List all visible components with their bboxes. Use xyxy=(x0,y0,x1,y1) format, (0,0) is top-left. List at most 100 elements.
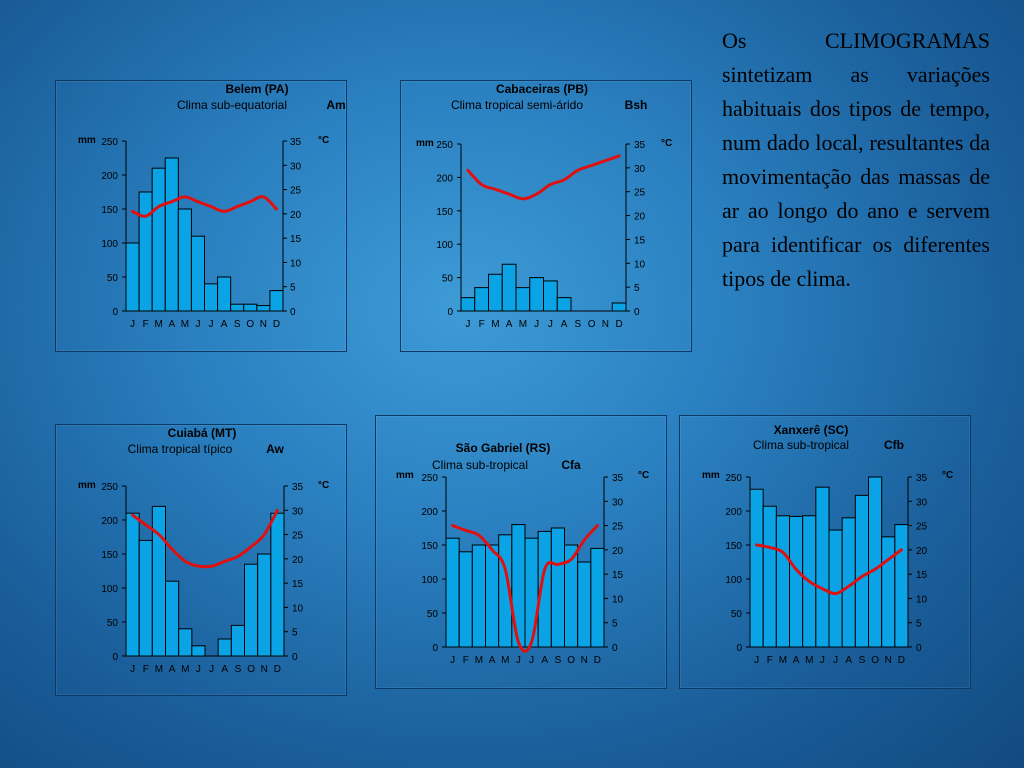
month-label: O xyxy=(246,319,254,330)
precip-bar xyxy=(217,276,232,312)
precip-bar xyxy=(256,305,271,312)
right-tick-label: 30 xyxy=(634,164,646,175)
month-label: J xyxy=(548,319,553,330)
right-tick-label: 20 xyxy=(290,210,302,221)
month-label: F xyxy=(143,664,149,675)
month-label: D xyxy=(616,319,623,330)
month-label: J xyxy=(534,319,539,330)
chart-title: Cuiabá (MT) xyxy=(168,426,237,440)
temperature-line xyxy=(755,543,903,596)
month-label: J xyxy=(754,655,759,666)
precip-bar xyxy=(762,505,777,648)
climate-code: Aw xyxy=(266,442,284,456)
right-tick-label: 25 xyxy=(634,188,646,199)
month-label: M xyxy=(805,655,813,666)
left-tick-label: 150 xyxy=(101,550,118,561)
right-tick-label: 5 xyxy=(916,619,922,630)
month-label: A xyxy=(845,655,852,666)
climate-code: Bsh xyxy=(625,98,648,112)
right-tick-label: 25 xyxy=(916,522,928,533)
month-label: M xyxy=(491,319,499,330)
right-tick-label: 0 xyxy=(612,643,618,654)
left-tick-label: 150 xyxy=(725,541,742,552)
right-tick-label: 5 xyxy=(634,283,640,294)
precip-bar xyxy=(151,167,166,312)
precip-bar xyxy=(488,273,503,312)
precip-bar xyxy=(458,551,473,648)
celsius-unit-label: °C xyxy=(638,470,649,481)
left-tick-label: 100 xyxy=(101,239,118,250)
month-label: A xyxy=(168,319,175,330)
month-label: F xyxy=(143,319,149,330)
chart-subtitle: Clima sub-tropical xyxy=(432,458,528,472)
left-tick-label: 150 xyxy=(101,205,118,216)
month-label: F xyxy=(479,319,485,330)
precip-bar xyxy=(178,628,193,657)
precip-bar xyxy=(775,515,791,648)
right-tick-label: 25 xyxy=(612,522,624,533)
precip-bar xyxy=(524,537,539,648)
precip-bar xyxy=(474,287,489,312)
right-tick-label: 35 xyxy=(292,482,304,493)
right-tick-label: 10 xyxy=(612,594,624,605)
month-label: M xyxy=(181,664,189,675)
right-tick-label: 25 xyxy=(292,531,304,542)
precip-bar xyxy=(125,242,140,312)
left-tick-label: 0 xyxy=(736,643,742,654)
climogram-svg: Xanxerê (SC)Clima sub-tropical Cfb0501001… xyxy=(702,423,953,666)
left-tick-label: 50 xyxy=(107,618,119,629)
right-tick-label: 0 xyxy=(916,643,922,654)
month-label: N xyxy=(261,664,268,675)
month-label: S xyxy=(234,319,241,330)
month-label: A xyxy=(506,319,513,330)
temperature-line xyxy=(466,154,621,201)
right-tick-label: 35 xyxy=(916,473,928,484)
precip-bar xyxy=(511,524,526,648)
mm-unit-label: mm xyxy=(416,138,434,149)
precip-bar xyxy=(515,287,531,312)
left-tick-label: 0 xyxy=(432,643,438,654)
month-label: O xyxy=(871,655,879,666)
month-label: N xyxy=(885,655,892,666)
precip-bar xyxy=(244,563,259,657)
left-tick-label: 50 xyxy=(442,274,454,285)
precip-bar xyxy=(501,263,517,312)
left-tick-label: 0 xyxy=(447,307,453,318)
left-tick-label: 100 xyxy=(436,240,453,251)
right-tick-label: 20 xyxy=(634,212,646,223)
right-tick-label: 25 xyxy=(290,186,302,197)
right-tick-label: 15 xyxy=(290,234,302,245)
climate-code: Cfa xyxy=(561,458,581,472)
precip-bar xyxy=(556,297,572,312)
precip-bar xyxy=(590,547,605,648)
climogram-cuiaba: Cuiabá (MT) Clima tropical típico Aw 0 50 100… xyxy=(55,424,347,696)
month-label: O xyxy=(247,664,255,675)
precip-bar xyxy=(789,515,804,648)
precip-bar xyxy=(190,235,206,312)
month-label: M xyxy=(155,319,163,330)
climogram-svg: Cabaceiras (PB) Clima tropical semi-árido… xyxy=(416,82,672,330)
climogram-sao-gabriel: São Gabriel (RS) Clima sub-tropical Cfa 0 50… xyxy=(375,415,667,689)
left-tick-label: 250 xyxy=(421,473,438,484)
precip-bar xyxy=(881,536,896,648)
precip-bar xyxy=(269,290,284,312)
left-tick-label: 50 xyxy=(427,609,439,620)
left-tick-label: 200 xyxy=(421,507,438,518)
month-label: J xyxy=(130,319,135,330)
right-tick-label: 30 xyxy=(612,497,624,508)
precip-bar xyxy=(815,486,830,648)
left-tick-label: 250 xyxy=(101,482,118,493)
month-label: J xyxy=(195,319,200,330)
left-tick-label: 200 xyxy=(101,171,118,182)
precip-bar xyxy=(854,494,869,648)
precip-bar xyxy=(550,527,565,648)
chart-title: Xanxerê (SC) xyxy=(774,423,849,437)
month-label: J xyxy=(833,655,838,666)
month-label: A xyxy=(221,319,228,330)
precip-bar xyxy=(151,505,167,657)
right-tick-label: 30 xyxy=(292,506,304,517)
month-label: N xyxy=(260,319,267,330)
month-label: J xyxy=(209,319,214,330)
precip-bar xyxy=(191,645,206,657)
right-tick-label: 0 xyxy=(290,307,296,318)
